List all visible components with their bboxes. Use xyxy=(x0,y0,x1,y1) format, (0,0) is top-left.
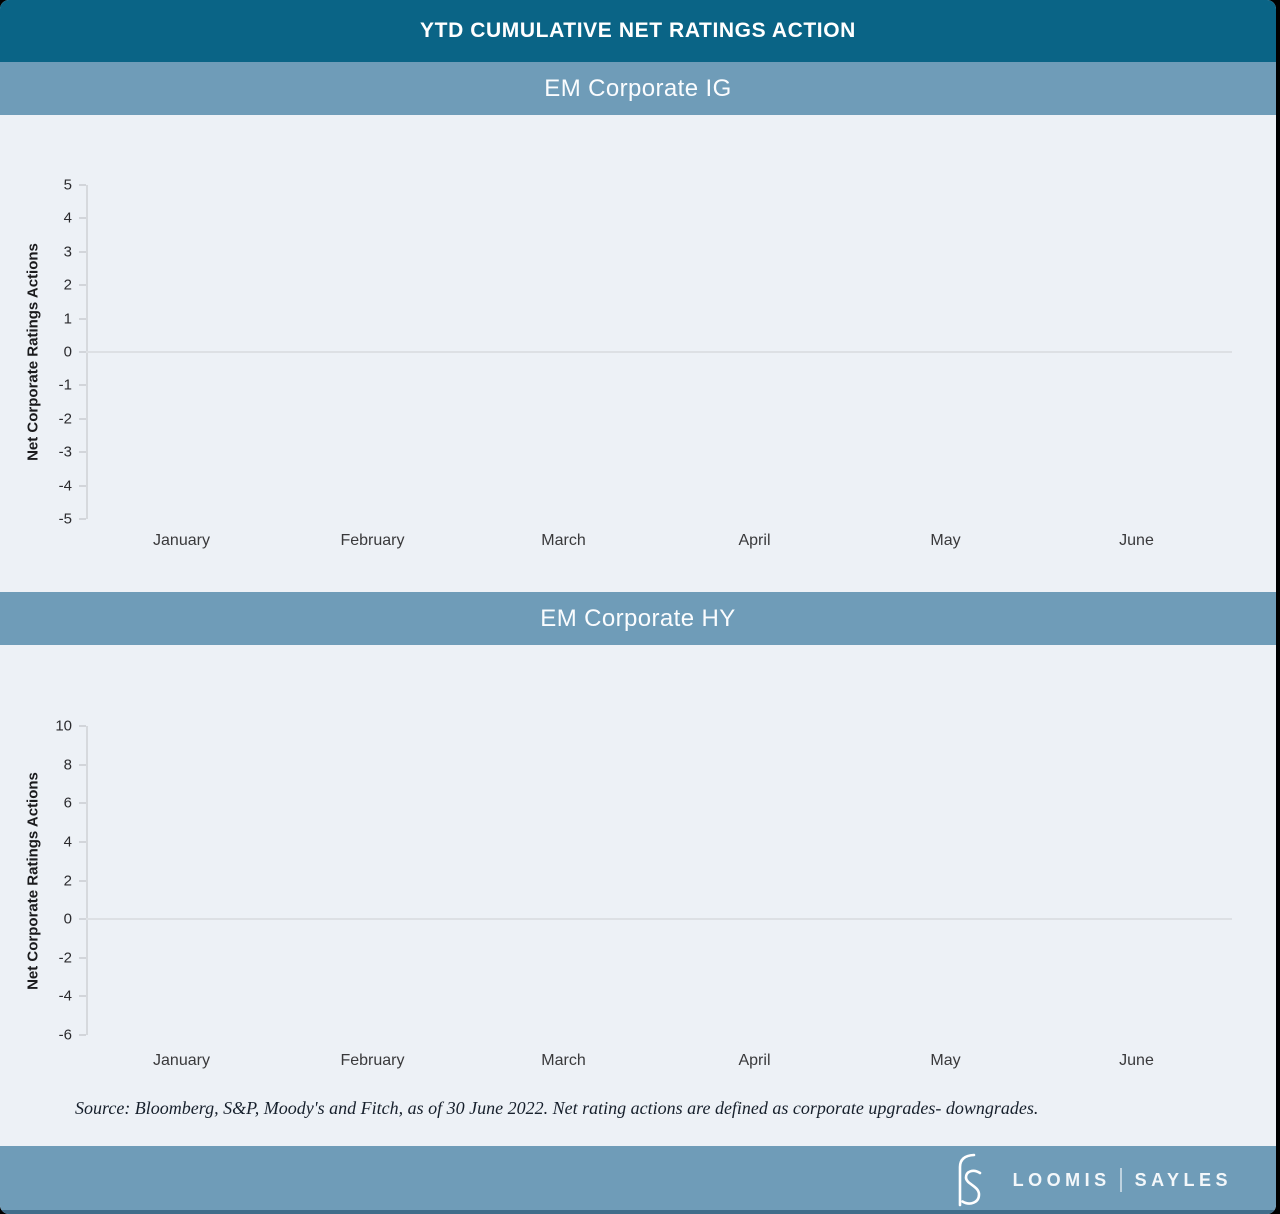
y-tick-label: 0 xyxy=(63,910,72,928)
x-axis-label: February xyxy=(340,532,405,549)
y-tick-mark xyxy=(79,763,86,766)
source-note: Source: Bloomberg, S&P, Moody's and Fitc… xyxy=(75,1098,1039,1118)
y-tick-label: 3 xyxy=(63,243,72,261)
x-axis-label: May xyxy=(930,1052,961,1069)
y-tick-label: -3 xyxy=(58,443,72,461)
y-tick-label: 6 xyxy=(63,794,72,812)
y-tick-label: 10 xyxy=(55,717,72,735)
y-tick-mark xyxy=(79,518,86,520)
x-axis-label: June xyxy=(1119,1052,1154,1069)
y-tick-mark xyxy=(79,250,86,253)
y-tick-mark xyxy=(79,1034,86,1036)
y-tick-mark xyxy=(79,417,86,420)
y-tick-label: -4 xyxy=(58,987,72,1005)
chart-em-corporate-ig: 5 4 3 2 1 0 -1 -2 -3 -4 -5 Net Corporate Ratings Ac… xyxy=(0,115,1276,592)
y-axis-line xyxy=(86,726,88,1035)
chart-em-corporate-hy: Source: Bloomberg, S&P, Moody's and Fitc… xyxy=(0,645,1276,1146)
y-tick-mark xyxy=(79,995,86,998)
y-tick-label: 4 xyxy=(63,833,72,851)
y-axis-title: Net Corporate Ratings Actions xyxy=(24,771,42,990)
x-axis-label: January xyxy=(153,1052,210,1069)
brand-lockup: LOOMIS SAYLES xyxy=(947,1153,1232,1207)
report-title-bar: YTD CUMULATIVE NET RATINGS ACTION xyxy=(0,0,1276,62)
x-axis-label: April xyxy=(738,1052,771,1069)
y-tick-label: -4 xyxy=(58,477,72,495)
y-axis-title: Net Corporate Ratings Actions xyxy=(24,243,42,461)
x-axis-labels: January February March April May June xyxy=(86,1050,1232,1072)
y-tick-label: 4 xyxy=(63,209,72,227)
loomis-sayles-ls-monogram-icon xyxy=(958,1153,981,1207)
y-tick-label: -5 xyxy=(58,510,72,528)
y-tick-label: 5 xyxy=(63,176,72,194)
x-axis-label: May xyxy=(930,532,961,549)
y-tick-label: 1 xyxy=(63,310,72,328)
y-tick-label: -1 xyxy=(58,376,72,394)
y-tick-mark xyxy=(79,284,86,287)
x-axis-label: April xyxy=(738,532,771,549)
section-title-hy: EM Corporate HY xyxy=(540,604,736,632)
section-title-ig: EM Corporate IG xyxy=(544,74,732,102)
y-tick-mark xyxy=(79,956,86,959)
x-axis-labels: January February March April May June xyxy=(86,530,1232,552)
y-tick-label: 0 xyxy=(63,343,72,361)
zero-gridline xyxy=(86,351,1232,353)
y-tick-mark xyxy=(79,918,86,921)
y-tick-mark xyxy=(79,451,86,454)
y-tick-mark xyxy=(79,351,86,353)
y-tick-mark xyxy=(79,725,86,727)
brand-word-sayles: SAYLES xyxy=(1134,1169,1232,1190)
y-tick-mark xyxy=(79,384,86,387)
x-axis-label: March xyxy=(541,1052,586,1069)
section-header-em-corporate-ig: EM Corporate IG xyxy=(0,62,1276,115)
brand-divider xyxy=(1119,1168,1122,1192)
x-axis-label: February xyxy=(340,1052,405,1069)
y-tick-label: 2 xyxy=(63,872,72,889)
y-tick-mark xyxy=(79,802,86,805)
y-tick-mark xyxy=(79,184,86,186)
page-title: YTD CUMULATIVE NET RATINGS ACTION xyxy=(420,19,856,42)
y-tick-mark xyxy=(79,840,86,843)
x-axis-label: March xyxy=(541,532,586,549)
section-header-em-corporate-hy: EM Corporate HY xyxy=(0,592,1276,645)
zero-gridline xyxy=(86,918,1232,921)
y-tick-label: 8 xyxy=(63,756,72,774)
brand-word-loomis: LOOMIS xyxy=(1012,1169,1111,1190)
y-tick-mark xyxy=(79,217,86,220)
y-tick-mark xyxy=(79,879,86,882)
x-axis-label: January xyxy=(153,532,210,549)
footer-brand-bar: LOOMIS SAYLES xyxy=(0,1146,1276,1214)
y-tick-label: -2 xyxy=(58,410,72,428)
x-axis-label: June xyxy=(1119,532,1154,549)
y-tick-mark xyxy=(79,484,86,487)
y-tick-label: -2 xyxy=(58,949,72,967)
y-tick-label: -6 xyxy=(58,1026,72,1044)
y-tick-label: 2 xyxy=(63,276,72,294)
y-tick-mark xyxy=(79,317,86,320)
